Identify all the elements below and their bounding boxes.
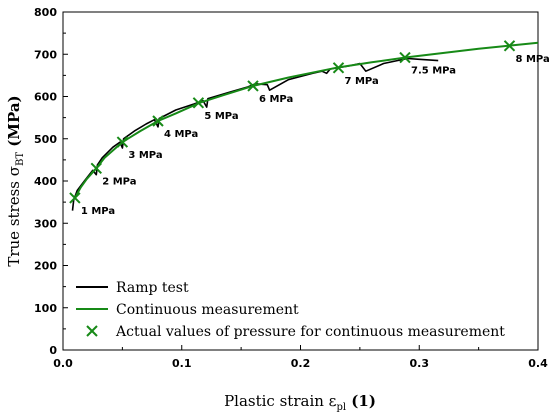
legend-swatch-pressure-marker bbox=[86, 325, 98, 337]
pressure-marker bbox=[69, 192, 81, 204]
x-tick-label: 0.0 bbox=[53, 357, 73, 370]
pressure-annotation: 6 MPa bbox=[259, 94, 293, 105]
series-line-continuous-measurement bbox=[74, 41, 539, 199]
y-tick-label: 300 bbox=[34, 217, 57, 230]
y-tick-label: 800 bbox=[34, 6, 57, 19]
marker-layer bbox=[69, 40, 516, 204]
pressure-marker bbox=[192, 97, 205, 109]
x-tick-label: 0.3 bbox=[410, 357, 430, 370]
y-tick-label: 100 bbox=[34, 302, 57, 315]
pressure-annotation: 2 MPa bbox=[102, 176, 136, 187]
pressure-annotation: 4 MPa bbox=[164, 129, 198, 140]
y-axis-ticks: 0 100 200 300 400 500 600 700 800 bbox=[34, 6, 68, 357]
pressure-marker bbox=[90, 162, 103, 175]
legend-label-continuous: Continuous measurement bbox=[116, 302, 299, 318]
legend-label-ramp-test: Ramp test bbox=[116, 280, 189, 296]
pressure-annotation: 7.5 MPa bbox=[411, 66, 456, 77]
pressure-marker bbox=[399, 51, 411, 64]
x-axis-ticks: 0.0 0.1 0.2 0.3 0.4 bbox=[53, 345, 548, 370]
pressure-marker bbox=[152, 115, 164, 127]
pressure-marker bbox=[116, 136, 129, 148]
x-tick-label: 0.2 bbox=[291, 357, 311, 370]
y-tick-label: 500 bbox=[34, 133, 57, 146]
y-tick-label: 200 bbox=[34, 260, 57, 273]
legend-label-pressure-marker: Actual values of pressure for continuous… bbox=[115, 324, 505, 340]
x-tick-label: 0.4 bbox=[528, 357, 548, 370]
legend: Ramp test Continuous measurement Actual … bbox=[76, 280, 505, 340]
pressure-annotation: 5 MPa bbox=[204, 111, 238, 122]
y-tick-label: 600 bbox=[34, 91, 57, 104]
y-tick-label: 700 bbox=[34, 48, 57, 61]
pressure-annotation: 1 MPa bbox=[81, 206, 115, 217]
pressure-annotation: 8 MPa bbox=[516, 54, 550, 65]
x-tick-label: 0.1 bbox=[172, 357, 192, 370]
y-tick-label: 0 bbox=[49, 344, 57, 357]
y-tick-label: 400 bbox=[34, 175, 57, 188]
y-axis-title: True stress σBT (MPa) bbox=[5, 95, 26, 266]
pressure-annotation: 7 MPa bbox=[345, 76, 379, 87]
pressure-marker bbox=[247, 80, 259, 92]
x-axis-title: Plastic strain εpl (1) bbox=[224, 392, 376, 413]
pressure-marker bbox=[332, 62, 345, 74]
series-layer bbox=[71, 41, 539, 211]
pressure-annotation: 3 MPa bbox=[128, 150, 162, 161]
series-line-ramp-test bbox=[71, 57, 439, 211]
pressure-marker bbox=[503, 40, 516, 52]
